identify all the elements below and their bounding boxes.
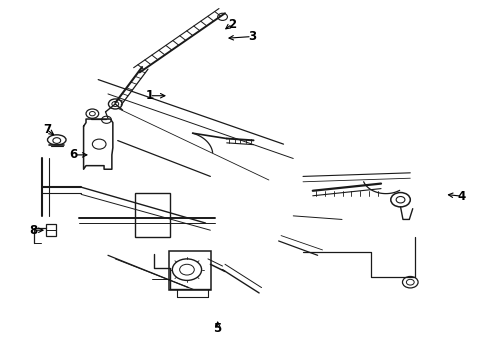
- Bar: [135, 193, 169, 237]
- Ellipse shape: [47, 135, 66, 145]
- Text: 4: 4: [456, 190, 465, 203]
- Text: 3: 3: [247, 30, 255, 43]
- FancyBboxPatch shape: [169, 251, 211, 290]
- Text: 8: 8: [30, 224, 38, 237]
- Text: 6: 6: [70, 148, 78, 161]
- Text: 2: 2: [228, 18, 236, 31]
- Text: 7: 7: [43, 123, 51, 136]
- Bar: [46, 224, 56, 235]
- Text: 1: 1: [145, 89, 153, 102]
- Text: 5: 5: [213, 322, 222, 335]
